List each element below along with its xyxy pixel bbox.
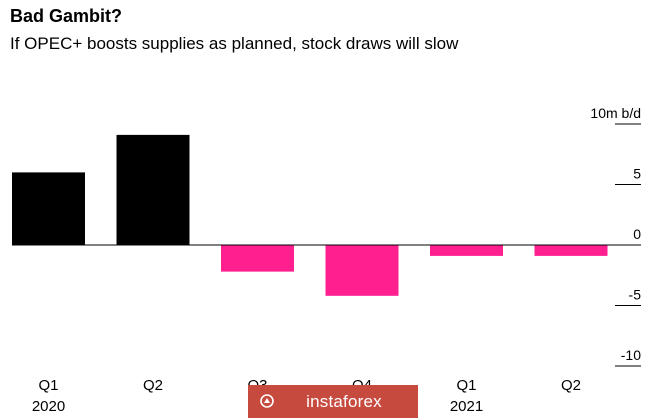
bar-6 — [534, 245, 608, 256]
y-tick-label: -5 — [629, 287, 642, 303]
y-tick-label: 10m b/d — [590, 105, 641, 121]
x-tick-label: Q2 — [143, 377, 163, 394]
chart-title: Bad Gambit? — [10, 6, 123, 26]
x-tick-label: Q1 — [38, 377, 58, 394]
watermark-text: instaforex — [306, 391, 382, 411]
x-year-label: 2021 — [450, 398, 483, 415]
y-tick-label: -10 — [621, 347, 641, 363]
x-tick-label: Q1 — [456, 377, 476, 394]
watermark-banner: instaforex — [248, 385, 418, 418]
bar-4 — [325, 245, 399, 296]
chart-subtitle: If OPEC+ boosts supplies as planned, sto… — [10, 34, 459, 53]
x-tick-label: Q2 — [561, 377, 581, 394]
bar-2 — [116, 134, 190, 245]
x-year-label: 2020 — [32, 398, 65, 415]
y-tick-label: 5 — [633, 166, 641, 182]
y-tick-label: 0 — [633, 226, 641, 242]
instaforex-logo-icon — [260, 394, 274, 408]
bar-1 — [12, 172, 85, 245]
bar-5 — [430, 245, 503, 256]
bar-3 — [221, 245, 294, 272]
